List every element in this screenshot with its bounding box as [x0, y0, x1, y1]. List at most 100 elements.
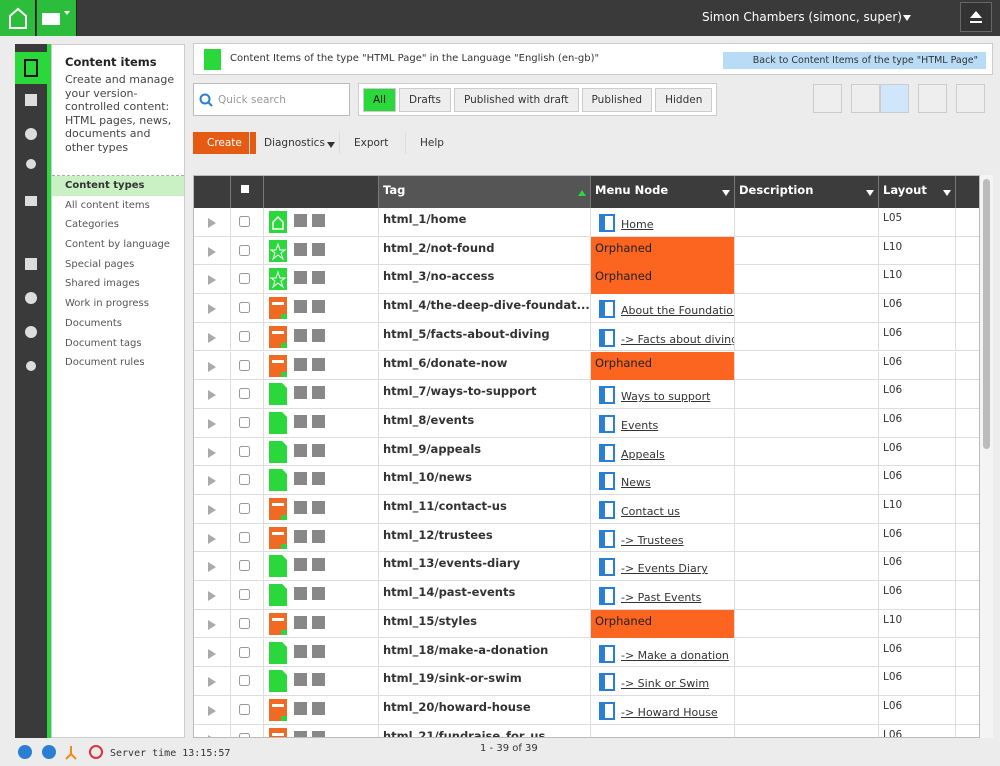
- cell: [735, 610, 879, 639]
- expand-arrow: [207, 275, 217, 285]
- panel-title: Content items: [65, 55, 157, 69]
- cell: [956, 466, 980, 495]
- table-row[interactable]: html_1/homeHomeL05: [194, 208, 980, 237]
- table-row[interactable]: html_12/trustees-> TrusteesL06: [194, 524, 980, 553]
- row-icons: [269, 326, 329, 348]
- table-row[interactable]: html_21/fundraise_for_usL06: [194, 725, 980, 738]
- refresh-button[interactable]: [918, 84, 947, 113]
- nav-item[interactable]: Work in progress: [52, 294, 184, 314]
- nav-item[interactable]: Categories: [52, 215, 184, 235]
- cell: [735, 237, 879, 266]
- filter-button[interactable]: Published: [582, 88, 653, 112]
- table-row[interactable]: html_15/stylesOrphanedL10: [194, 610, 980, 639]
- row-icons: [269, 383, 329, 405]
- filter-button[interactable]: Hidden: [655, 88, 712, 112]
- table-row[interactable]: html_9/appealsAppealsL06: [194, 438, 980, 467]
- filter-button[interactable]: All: [363, 88, 396, 112]
- action-button[interactable]: Export: [339, 132, 402, 154]
- back-button[interactable]: Back to Content Items of the type "HTML …: [723, 52, 986, 69]
- table-row[interactable]: html_18/make-a-donation-> Make a donatio…: [194, 639, 980, 668]
- server-time: Server time 13:15:57: [110, 748, 230, 759]
- row-icons: [269, 527, 329, 549]
- nav-icon[interactable]: [15, 52, 47, 84]
- cell: [735, 639, 879, 668]
- tag: html_10/news: [379, 466, 591, 495]
- row-icons: [269, 268, 329, 290]
- table-row[interactable]: html_13/events-diary-> Events DiaryL06: [194, 552, 980, 581]
- row-icons: [269, 670, 329, 692]
- home-button[interactable]: [0, 0, 36, 36]
- footer: Server time 13:15:57 1 - 39 of 39: [0, 738, 1000, 766]
- table-row[interactable]: html_14/past-events-> Past EventsL06: [194, 581, 980, 610]
- filter-button[interactable]: Published with draft: [454, 88, 579, 112]
- column-header[interactable]: Description: [735, 176, 879, 208]
- cell: [735, 552, 879, 581]
- table-row[interactable]: html_3/no-accessOrphanedL10: [194, 265, 980, 294]
- sort-arrow: [942, 188, 952, 198]
- cell: [735, 265, 879, 294]
- table-row[interactable]: html_8/eventsEventsL06: [194, 409, 980, 438]
- layout: L06: [879, 438, 956, 467]
- table-row[interactable]: html_19/sink-or-swim-> Sink or SwimL06: [194, 667, 980, 696]
- menu-node-orphaned: Orphaned: [591, 265, 735, 294]
- cell: [956, 237, 980, 266]
- user-menu[interactable]: Simon Chambers (simonc, super): [702, 10, 902, 24]
- nav-icons[interactable]: [15, 88, 47, 388]
- tag: html_2/not-found: [379, 237, 591, 266]
- layout: L10: [879, 237, 956, 266]
- menu-icon: [599, 415, 615, 433]
- row-checkbox: [239, 618, 250, 629]
- layout: L06: [879, 667, 956, 696]
- tag: html_6/donate-now: [379, 352, 591, 381]
- cell: [735, 667, 879, 696]
- search-box[interactable]: Quick search: [193, 83, 350, 116]
- nav-item[interactable]: Content by language: [52, 235, 184, 255]
- layout: L06: [879, 466, 956, 495]
- expand-arrow: [207, 362, 217, 372]
- settings-button[interactable]: [813, 84, 842, 113]
- action-button[interactable]: Help: [405, 132, 458, 154]
- table-row[interactable]: html_6/donate-nowOrphanedL06: [194, 352, 980, 381]
- nav-item[interactable]: All content items: [52, 196, 184, 216]
- nav-item[interactable]: Content types: [52, 176, 184, 196]
- expand-arrow: [207, 333, 217, 343]
- column-header[interactable]: Tag: [379, 176, 591, 208]
- row-checkbox: [239, 647, 250, 658]
- table-row[interactable]: html_2/not-foundOrphanedL10: [194, 237, 980, 266]
- search-placeholder: Quick search: [218, 94, 286, 106]
- table-row[interactable]: html_5/facts-about-diving-> Facts about …: [194, 323, 980, 352]
- table-row[interactable]: html_10/newsNewsL06: [194, 466, 980, 495]
- nav-item[interactable]: Document tags: [52, 334, 184, 354]
- table-row[interactable]: html_7/ways-to-supportWays to supportL06: [194, 380, 980, 409]
- cell: [956, 725, 980, 738]
- nav-item[interactable]: Special pages: [52, 255, 184, 275]
- column-header[interactable]: Menu Node: [591, 176, 735, 208]
- cell: [735, 725, 879, 738]
- row-checkbox: [239, 503, 250, 514]
- table-row[interactable]: html_11/contact-usContact usL10: [194, 495, 980, 524]
- nav-item[interactable]: Documents: [52, 314, 184, 334]
- list-view-button[interactable]: [880, 84, 909, 113]
- nav-item[interactable]: Document rules: [52, 353, 184, 373]
- logout-button[interactable]: [960, 2, 992, 32]
- header-cell: [956, 176, 980, 208]
- expand-arrow: [207, 448, 217, 458]
- site-menu[interactable]: [37, 0, 77, 36]
- footer-icons[interactable]: [17, 744, 105, 760]
- pager: 1 - 39 of 39: [480, 743, 538, 754]
- row-checkbox: [239, 273, 250, 284]
- row-checkbox: [239, 331, 250, 342]
- row-checkbox: [239, 216, 250, 227]
- table-row[interactable]: html_4/the-deep-dive-foundat...About the…: [194, 294, 980, 323]
- menu-node-orphaned: Orphaned: [591, 610, 735, 639]
- cell: [956, 323, 980, 352]
- scrollbar[interactable]: [980, 175, 993, 738]
- filter-button[interactable]: Drafts: [399, 88, 451, 112]
- grid-view-button[interactable]: [851, 84, 880, 113]
- preview-button[interactable]: [956, 84, 985, 113]
- row-checkbox: [239, 474, 250, 485]
- nav-item[interactable]: Shared images: [52, 274, 184, 294]
- table-row[interactable]: html_20/howard-house-> Howard HouseL06: [194, 696, 980, 725]
- header-cell: [264, 176, 379, 208]
- action-button[interactable]: Create: [193, 132, 256, 154]
